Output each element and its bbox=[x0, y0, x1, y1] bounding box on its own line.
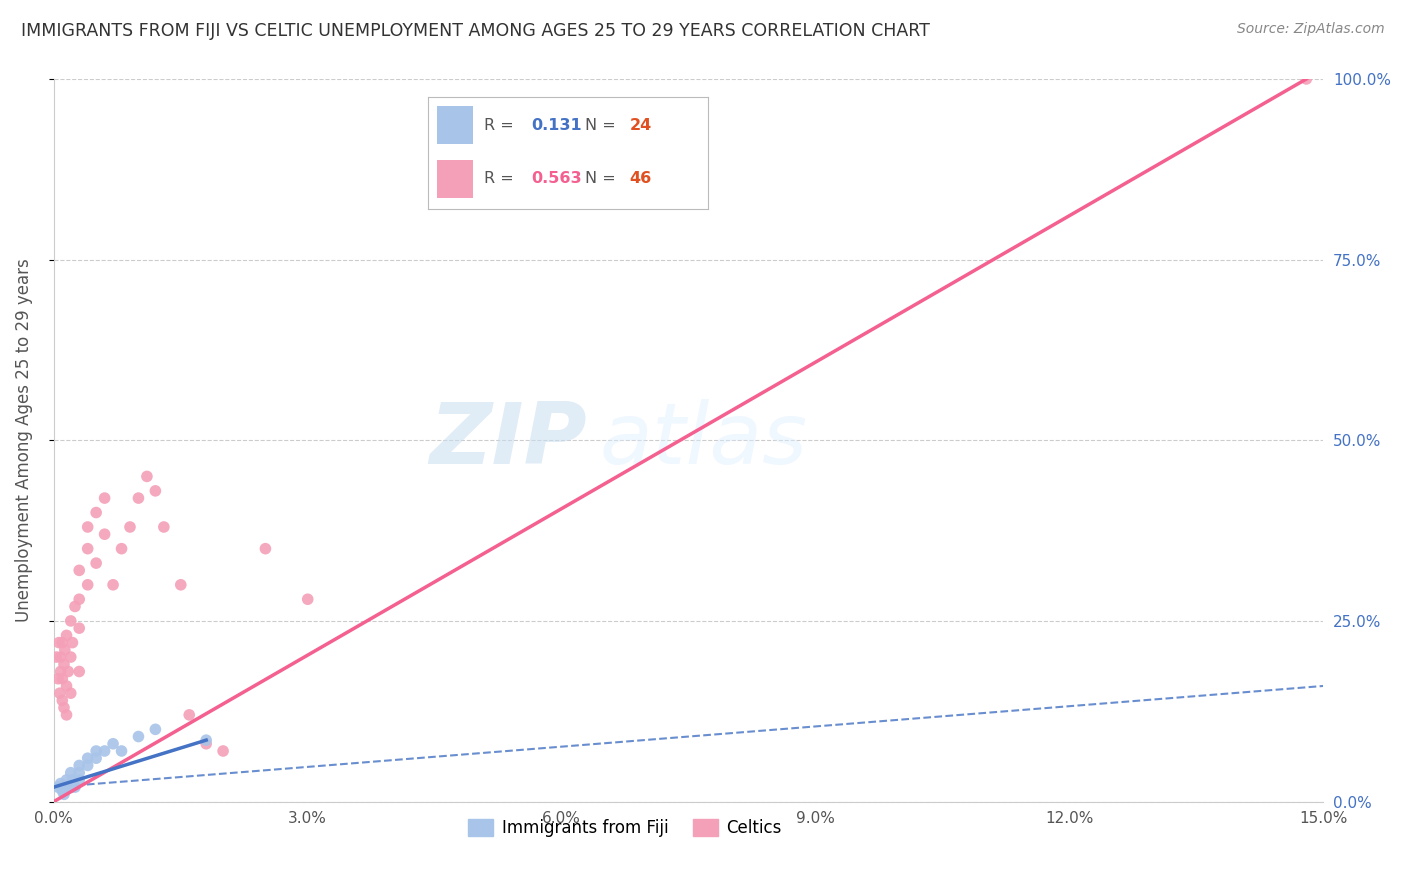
Point bbox=[49, 686, 72, 700]
Point bbox=[49, 776, 72, 790]
Point bbox=[46, 672, 69, 686]
Point bbox=[67, 621, 90, 635]
Point bbox=[76, 541, 98, 556]
Point bbox=[101, 578, 124, 592]
Point bbox=[212, 744, 235, 758]
Point bbox=[49, 650, 72, 665]
Point bbox=[62, 635, 84, 649]
Point bbox=[153, 520, 176, 534]
Text: ZIP: ZIP bbox=[429, 399, 586, 482]
Point bbox=[110, 541, 132, 556]
Point bbox=[55, 707, 77, 722]
Text: IMMIGRANTS FROM FIJI VS CELTIC UNEMPLOYMENT AMONG AGES 25 TO 29 YEARS CORRELATIO: IMMIGRANTS FROM FIJI VS CELTIC UNEMPLOYM… bbox=[21, 22, 929, 40]
Point bbox=[84, 506, 107, 520]
Point bbox=[58, 665, 80, 679]
Point bbox=[170, 578, 193, 592]
Point bbox=[45, 650, 67, 665]
Text: Source: ZipAtlas.com: Source: ZipAtlas.com bbox=[1237, 22, 1385, 37]
Point bbox=[297, 592, 319, 607]
Point bbox=[48, 635, 70, 649]
Point bbox=[53, 643, 76, 657]
Point bbox=[59, 686, 82, 700]
Point bbox=[195, 733, 218, 747]
Point bbox=[67, 592, 90, 607]
Point bbox=[67, 665, 90, 679]
Point bbox=[84, 556, 107, 570]
Point bbox=[127, 730, 149, 744]
Point bbox=[55, 628, 77, 642]
Point bbox=[67, 563, 90, 577]
Point bbox=[63, 780, 86, 794]
Point bbox=[76, 578, 98, 592]
Point bbox=[51, 783, 73, 797]
Point bbox=[55, 772, 77, 787]
Point bbox=[53, 788, 76, 802]
Point bbox=[101, 737, 124, 751]
Point bbox=[63, 599, 86, 614]
Point bbox=[145, 483, 167, 498]
Point bbox=[59, 650, 82, 665]
Point bbox=[84, 751, 107, 765]
Point bbox=[67, 758, 90, 772]
Point bbox=[51, 635, 73, 649]
Point bbox=[84, 744, 107, 758]
Point bbox=[62, 772, 84, 787]
Point bbox=[51, 780, 73, 794]
Point bbox=[67, 772, 90, 787]
Point bbox=[59, 765, 82, 780]
Point bbox=[59, 614, 82, 628]
Point bbox=[53, 657, 76, 672]
Point bbox=[93, 491, 115, 505]
Point bbox=[254, 541, 277, 556]
Point bbox=[76, 520, 98, 534]
Point bbox=[46, 780, 69, 794]
Point bbox=[179, 707, 201, 722]
Point bbox=[1295, 72, 1317, 87]
Point bbox=[76, 751, 98, 765]
Point bbox=[49, 665, 72, 679]
Text: atlas: atlas bbox=[600, 399, 807, 482]
Point bbox=[127, 491, 149, 505]
Point bbox=[55, 780, 77, 794]
Point bbox=[53, 700, 76, 714]
Point bbox=[55, 679, 77, 693]
Point bbox=[76, 758, 98, 772]
Point bbox=[51, 672, 73, 686]
Y-axis label: Unemployment Among Ages 25 to 29 years: Unemployment Among Ages 25 to 29 years bbox=[15, 259, 32, 622]
Point bbox=[110, 744, 132, 758]
Point bbox=[59, 780, 82, 794]
Point bbox=[93, 744, 115, 758]
Point bbox=[93, 527, 115, 541]
Point bbox=[51, 693, 73, 707]
Point bbox=[195, 737, 218, 751]
Point bbox=[118, 520, 141, 534]
Point bbox=[145, 723, 167, 737]
Point bbox=[67, 765, 90, 780]
Legend: Immigrants from Fiji, Celtics: Immigrants from Fiji, Celtics bbox=[461, 813, 789, 844]
Point bbox=[135, 469, 157, 483]
